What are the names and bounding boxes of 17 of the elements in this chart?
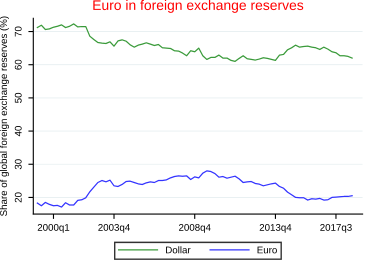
y-tick-label: 70 — [14, 26, 22, 36]
y-tick-label: 60 — [14, 60, 22, 70]
x-tick-label: 2000q1 — [38, 224, 70, 233]
legend-label: Dollar — [166, 246, 190, 254]
line-series — [36, 23, 353, 62]
chart-title: Euro in foreign exchange reserves — [93, 0, 304, 13]
legend-label: Euro — [258, 246, 277, 254]
line-series — [36, 170, 353, 208]
y-axis-title: Share of global foreign exchange reserves (%) — [0, 16, 9, 216]
y-tick-label: 30 — [14, 159, 22, 170]
x-tick-label: 2013q4 — [260, 224, 292, 233]
y-tick-label: 40 — [14, 126, 22, 136]
x-tick-label: 2003q4 — [98, 224, 130, 233]
y-tick-label: 20 — [14, 192, 22, 202]
y-tick-label: 50 — [14, 92, 22, 103]
x-tick-label: 2017q3 — [320, 224, 352, 233]
x-tick-label: 2008q4 — [178, 224, 211, 233]
